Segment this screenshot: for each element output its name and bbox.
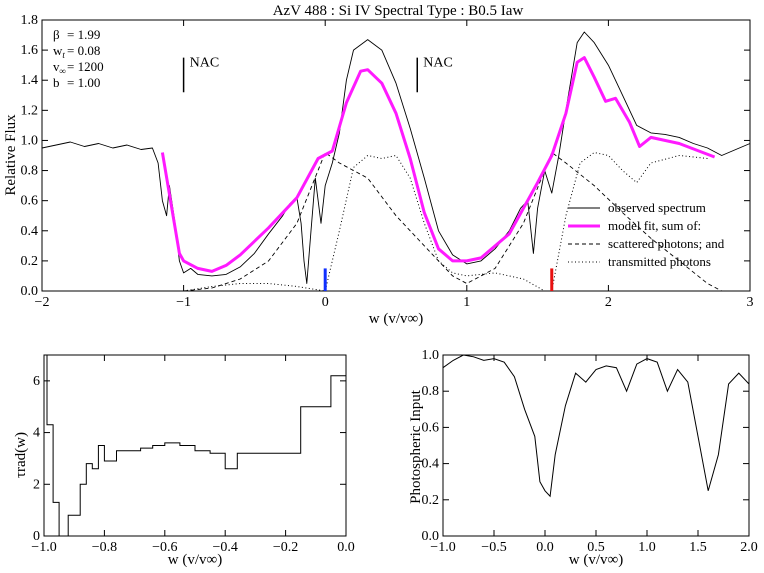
x-tick-label: −2 xyxy=(35,295,50,310)
x-tick-label: 1.5 xyxy=(689,540,707,555)
x-tick-label: 0.5 xyxy=(587,540,605,555)
y-tick-label: 1.0 xyxy=(21,133,39,148)
param-value: = 1.99 xyxy=(67,27,100,42)
y-axis-label: Photospheric Input xyxy=(408,389,424,504)
param-symbol: β xyxy=(53,27,60,42)
series-dotted xyxy=(183,152,708,292)
plot-frame xyxy=(442,354,750,537)
y-axis-ticks: 0 2 4 6 xyxy=(33,374,346,544)
param-value: = 0.08 xyxy=(67,43,100,58)
x-tick-label: −0.4 xyxy=(212,540,237,555)
x-tick-label: 1.0 xyxy=(638,540,656,555)
y-tick-label: 1.6 xyxy=(21,43,39,58)
param-value: = 1.00 xyxy=(67,75,100,90)
y-tick-label: 0.8 xyxy=(21,164,39,179)
plot-frame xyxy=(41,19,751,292)
legend-label: scattered photons; and xyxy=(608,236,725,251)
x-tick-label: −1.0 xyxy=(430,540,455,555)
y-tick-label: 0.0 xyxy=(21,284,39,299)
y-axis-label: Relative Flux xyxy=(3,114,19,196)
x-axis-ticks: −1.0 −0.5 0.0 0.5 1.0 1.5 2.0 xyxy=(430,355,758,555)
series-group xyxy=(442,354,750,498)
y-tick-label: 0 xyxy=(33,529,40,544)
legend: observed spectrum model fit, sum of: scatt… xyxy=(568,200,725,269)
tau-rad-step-line xyxy=(44,354,346,537)
y-axis-ticks: 0.0 0.2 0.4 0.6 0.8 1.0 xyxy=(422,348,749,544)
nac-annotations: NAC NAC xyxy=(182,56,453,93)
y-axis-ticks: 0.0 0.2 0.4 0.6 0.8 1.0 1.2 1.4 1.6 1.8 xyxy=(21,13,750,299)
x-axis-ticks: −2 −1 0 1 2 3 xyxy=(35,20,754,310)
x-axis-label: w (v/v∞) xyxy=(369,311,423,327)
nac-label: NAC xyxy=(190,56,220,71)
x-axis-label: w (v/v∞) xyxy=(168,552,222,568)
param-value: = 1200 xyxy=(67,59,104,74)
y-tick-label: 0.2 xyxy=(21,254,39,269)
x-tick-label: 2 xyxy=(605,295,612,310)
x-tick-label: 0 xyxy=(322,295,329,310)
series-magenta-thick xyxy=(160,56,716,273)
series-dashed xyxy=(183,152,722,292)
y-tick-label: 0.6 xyxy=(21,194,39,209)
y-tick-label: 1.2 xyxy=(21,103,39,118)
x-tick-label: −0.2 xyxy=(273,540,298,555)
photospheric-input-line xyxy=(442,354,750,498)
tau-rad-panel: −1.0 −0.8 −0.6 −0.4 −0.2 0.0 0 2 4 6 w (v/v∞) τr… xyxy=(13,354,355,568)
x-axis-ticks: −1.0 −0.8 −0.6 −0.4 −0.2 0.0 xyxy=(31,355,355,555)
x-tick-label: −0.8 xyxy=(92,540,117,555)
y-tick-label: 1.0 xyxy=(422,348,440,363)
x-tick-label: −0.6 xyxy=(152,540,177,555)
x-tick-label: −0.5 xyxy=(481,540,506,555)
photospheric-input-panel: −1.0 −0.5 0.0 0.5 1.0 1.5 2.0 0.0 0.2 0.4 0.6 0.8 1… xyxy=(408,348,758,568)
chart-title: AzV 488 : Si IV Spectral Type : B0.5 Iaw xyxy=(273,3,524,19)
y-axis-label: τrad(w) xyxy=(13,432,29,478)
x-tick-label: 0.0 xyxy=(337,540,355,555)
x-tick-label: 0.0 xyxy=(536,540,554,555)
y-tick-label: 2 xyxy=(33,477,40,492)
y-tick-label: 0.4 xyxy=(422,457,440,472)
nac-label: NAC xyxy=(423,56,453,71)
param-symbol: v∞ xyxy=(53,59,66,76)
y-tick-label: 4 xyxy=(33,426,40,441)
series-group xyxy=(41,31,751,292)
legend-label: observed spectrum xyxy=(608,200,706,215)
y-tick-label: 1.8 xyxy=(21,13,39,28)
x-axis-label: w (v/v∞) xyxy=(569,552,623,568)
legend-label: transmitted photons xyxy=(608,254,711,269)
param-symbol: b xyxy=(53,75,60,90)
y-tick-label: 0.2 xyxy=(422,493,440,508)
y-tick-label: 0.8 xyxy=(422,384,440,399)
y-tick-label: 0.4 xyxy=(21,224,39,239)
x-tick-label: −1.0 xyxy=(31,540,56,555)
series-solid xyxy=(41,31,751,284)
legend-label: model fit, sum of: xyxy=(608,218,701,233)
x-tick-label: 1 xyxy=(463,295,470,310)
x-tick-label: 3 xyxy=(747,295,754,310)
series-group xyxy=(44,354,346,537)
plot-frame xyxy=(43,354,347,537)
y-tick-label: 1.4 xyxy=(21,73,39,88)
x-tick-label: −1 xyxy=(176,295,191,310)
x-tick-label: 2.0 xyxy=(740,540,758,555)
param-symbol: wt xyxy=(53,43,65,60)
main-spectrum-panel: AzV 488 : Si IV Spectral Type : B0.5 Iaw… xyxy=(3,3,754,327)
marker-lines xyxy=(323,268,554,291)
y-tick-label: 6 xyxy=(33,374,40,389)
y-tick-label: 0.0 xyxy=(422,529,440,544)
y-tick-label: 0.6 xyxy=(422,420,440,435)
